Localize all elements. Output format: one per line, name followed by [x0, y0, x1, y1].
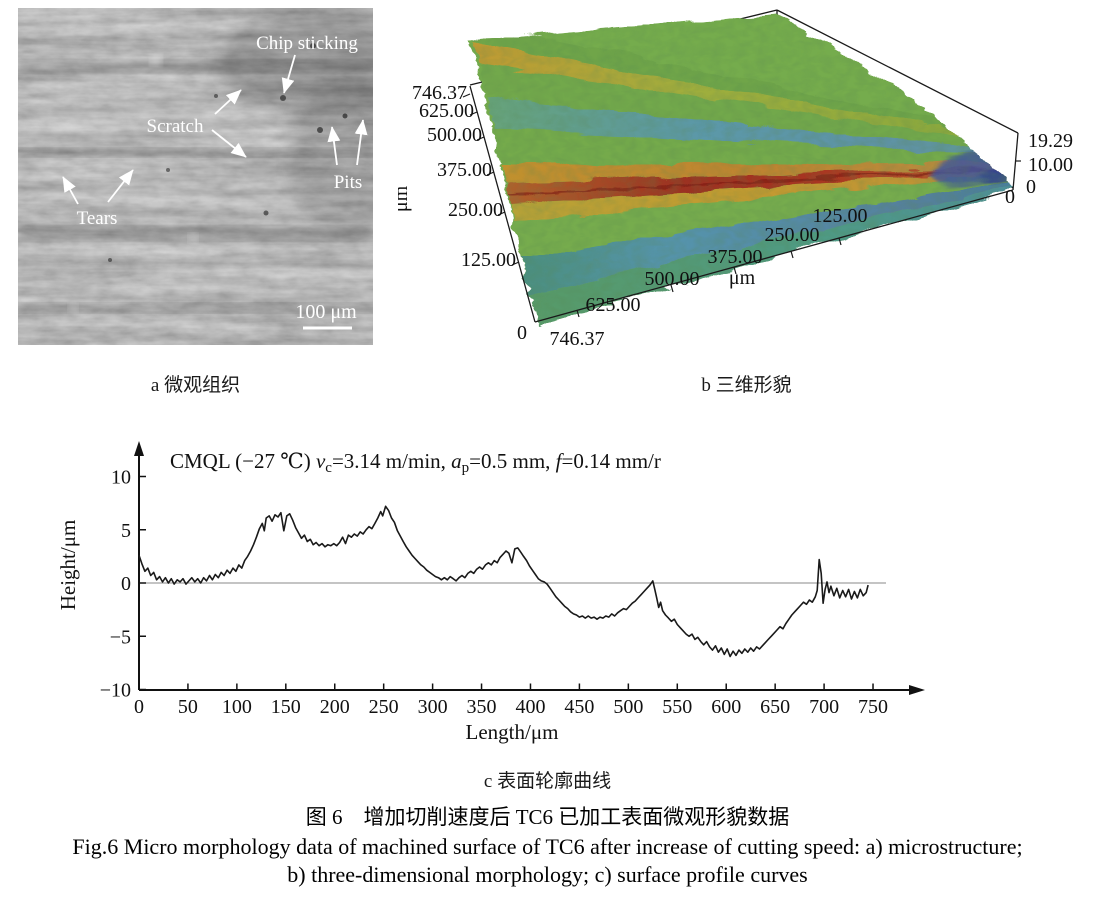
panel-a-caption: a 微观组织	[150, 375, 241, 396]
scratch-arrow-down	[211, 129, 247, 158]
y-tick-label: 0	[121, 573, 131, 595]
pits-label: Pits	[334, 172, 363, 193]
x-tick-label: 550	[662, 696, 692, 718]
x-tick-label: 350	[467, 696, 497, 718]
x-tick-label: 746.37	[550, 328, 605, 350]
x-tick-label: 200	[320, 696, 350, 718]
x-tick-label: 625.00	[586, 294, 641, 316]
axis-labels-3d: 746.37 625.00 500.00 375.00 250.00 125.0…	[398, 82, 1073, 350]
y-tick-label: 125.00	[461, 249, 516, 271]
sem-shading	[18, 8, 373, 313]
tears-label: Tears	[77, 208, 118, 229]
panel-b-caption: b 三维形貌	[701, 375, 792, 396]
figure-caption-en-line2: b) three-dimensional morphology; c) surf…	[287, 862, 808, 887]
y-tick-label: 746.37	[412, 82, 467, 104]
x-tick-label: 600	[711, 696, 741, 718]
x-tick-label: 50	[178, 696, 198, 718]
x-ticks: 0 50 100 150 200 250 300 350 400 450 500 550 600 650 7…	[134, 683, 888, 718]
sem-annotation-arrows	[62, 54, 368, 205]
y-tick-label: 250.00	[448, 199, 503, 221]
y-tick-label: −10	[100, 680, 131, 702]
x-tick-label: 375.00	[708, 246, 763, 268]
scratch-label: Scratch	[147, 116, 204, 137]
x-tick-label: 450	[564, 696, 594, 718]
z-tick-label: 19.29	[1028, 130, 1073, 152]
y-tick-label: 375.00	[437, 159, 492, 181]
chip-sticking-label: Chip sticking	[256, 33, 358, 54]
x-tick-label: 650	[760, 696, 790, 718]
x-tick-label: 300	[418, 696, 448, 718]
figure-title-cn: 图 6 增加切削速度后 TC6 已加工表面微观形貌数据	[305, 805, 790, 829]
x-tick-label: 125.00	[813, 205, 868, 227]
chip-sticking-arrow	[281, 54, 296, 94]
x-tick-label: 700	[809, 696, 839, 718]
profile-chart: 0 50 100 150 200 250 300 350 400 450 500 550 600 650 7…	[56, 441, 925, 744]
tears-arrow-right	[107, 169, 134, 203]
y-tick-label: −5	[110, 626, 131, 648]
x-tick-label: 250.00	[765, 224, 820, 246]
y-tick-label: 625.00	[419, 100, 474, 122]
profile-curve	[138, 505, 869, 658]
z-tick-label: 10.00	[1028, 154, 1073, 176]
y-ticks: 10 5 0 −5 −10	[100, 467, 146, 702]
scratch-arrow-up	[214, 89, 242, 115]
z-tick-label: 0	[1026, 176, 1036, 198]
x-tick-label: 150	[271, 696, 301, 718]
chart-annotation: CMQL (−27 ℃) vc=3.14 m/min, ap=0.5 mm, f…	[170, 449, 661, 476]
y-tick-label: 500.00	[427, 124, 482, 146]
surface-sheet	[468, 12, 1013, 322]
x-tick-label: 100	[222, 696, 252, 718]
x-tick-label: 500	[613, 696, 643, 718]
figure-caption-en-line1: Fig.6 Micro morphology data of machined …	[72, 834, 1023, 859]
x-axis-arrow	[909, 685, 925, 695]
y-axis-unit: μm	[398, 185, 412, 212]
figure-caption-en: Fig.6 Micro morphology data of machined …	[0, 833, 1095, 889]
panel-c-caption: c 表面轮廓曲线	[483, 771, 612, 792]
pits-arrow-right	[354, 119, 368, 166]
x-axis-unit: μm	[729, 267, 756, 289]
x-tick-label: 500.00	[645, 268, 700, 290]
sem-micrograph: Chip sticking Scratch Pits Tears 100 μm	[18, 8, 373, 345]
pits-arrow-left	[327, 126, 341, 166]
surface-3d-plot: 746.37 625.00 500.00 375.00 250.00 125.0…	[398, 9, 1073, 350]
axis-ticks-3d	[462, 93, 1021, 318]
x-tick-label: 0	[134, 696, 144, 718]
y-origin-label: 0	[517, 322, 527, 344]
y-tick-label: 10	[111, 467, 131, 489]
y-axis-title: Height/μm	[56, 520, 80, 611]
y-tick-label: 5	[121, 520, 131, 542]
scale-bar-label: 100 μm	[295, 301, 357, 323]
y-axis-arrow	[134, 441, 144, 456]
x-end-label: 0	[1005, 186, 1015, 208]
x-tick-label: 250	[369, 696, 399, 718]
x-tick-label: 400	[515, 696, 545, 718]
x-tick-label: 750	[858, 696, 888, 718]
x-axis-title: Length/μm	[466, 720, 559, 744]
tears-arrow-left	[62, 176, 79, 205]
